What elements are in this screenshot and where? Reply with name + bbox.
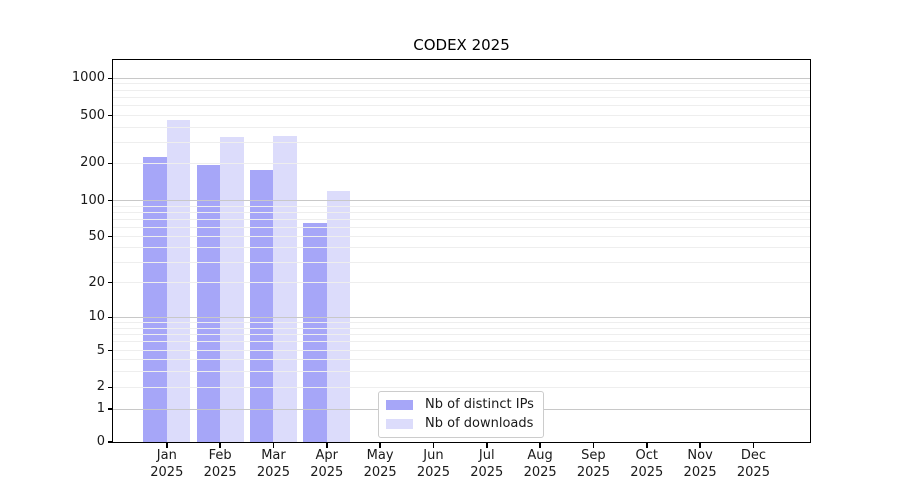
bar-downloads-mar <box>273 136 297 442</box>
x-tick-label: Dec 2025 <box>736 448 770 480</box>
x-tick-label: Sep 2025 <box>576 448 610 480</box>
y-tick-label: 500 <box>80 107 105 123</box>
x-tick-mark <box>379 443 381 448</box>
y-tick-label: 200 <box>80 155 105 171</box>
bar-downloads-jan <box>166 120 191 442</box>
y-tick-mark <box>107 281 113 284</box>
gridline-minor <box>113 205 811 207</box>
legend-item-downloads: Nb of downloads <box>386 416 536 432</box>
gridline-minor <box>113 261 811 263</box>
y-tick-mark <box>107 162 113 165</box>
y-tick-mark <box>107 77 113 80</box>
x-tick-mark <box>699 443 701 448</box>
y-tick-mark <box>107 408 113 410</box>
y-tick-label: 1 <box>96 401 105 416</box>
x-tick-label: Jan 2025 <box>150 448 184 480</box>
x-tick-label: May 2025 <box>363 448 397 480</box>
x-tick-mark <box>326 443 328 448</box>
gridline-minor <box>113 341 811 343</box>
gridline-minor <box>113 105 811 107</box>
legend: Nb of distinct IPs Nb of downloads <box>378 391 544 438</box>
gridline-major <box>113 316 811 318</box>
gridline-minor <box>113 350 811 352</box>
gridline-minor <box>113 162 811 164</box>
gridline-minor <box>113 247 811 249</box>
gridline-minor <box>113 126 811 128</box>
x-tick-label: Mar 2025 <box>256 448 290 480</box>
gridline-minor <box>113 83 811 85</box>
x-tick-mark <box>486 443 488 448</box>
gridline-minor <box>113 327 811 329</box>
bar-downloads-feb <box>220 136 244 442</box>
legend-label: Nb of distinct IPs <box>425 397 534 412</box>
gridline-minor <box>113 386 811 388</box>
x-tick-mark <box>752 443 755 448</box>
x-tick-label: Aug 2025 <box>523 448 557 480</box>
y-tick-label: 5 <box>96 342 105 358</box>
gridline-minor <box>113 321 811 323</box>
x-tick-mark <box>166 443 168 448</box>
bar-downloads-apr <box>326 190 351 442</box>
x-tick-label: Oct 2025 <box>630 448 664 480</box>
y-tick-label: 20 <box>88 274 105 290</box>
y-tick-mark <box>107 199 113 202</box>
x-tick-mark <box>272 443 275 448</box>
gridline-minor <box>113 218 811 220</box>
legend-swatch-downloads <box>386 419 413 429</box>
legend-item-distinct-ips: Nb of distinct IPs <box>386 397 536 413</box>
chart-title: CODEX 2025 <box>413 36 510 54</box>
x-tick-mark <box>432 443 435 448</box>
gridline-minor <box>113 97 811 99</box>
gridline-major <box>113 200 811 202</box>
gridline-minor <box>113 370 811 372</box>
y-tick-label: 10 <box>88 309 105 325</box>
x-tick-label: Nov 2025 <box>683 448 717 480</box>
gridline-minor <box>113 236 811 238</box>
y-tick-mark <box>107 386 113 389</box>
gridline-minor <box>113 211 811 213</box>
y-tick-label: 2 <box>96 379 105 395</box>
y-tick-mark <box>107 235 113 238</box>
y-tick-label: 100 <box>80 192 105 208</box>
y-tick-mark <box>107 349 113 352</box>
legend-swatch-distinct-ips <box>386 400 413 410</box>
y-tick-mark <box>107 441 113 443</box>
legend-label: Nb of downloads <box>425 416 534 431</box>
gridline-minor <box>113 333 811 335</box>
gridline-major <box>113 77 811 79</box>
x-tick-label: Apr 2025 <box>310 448 344 480</box>
x-tick-mark <box>219 443 221 448</box>
y-tick-label: 50 <box>88 228 105 244</box>
bar-distinct-ips-feb <box>196 164 221 442</box>
gridline-minor <box>113 141 811 143</box>
x-tick-mark <box>539 443 541 448</box>
y-tick-mark <box>107 114 113 117</box>
gridline-minor <box>113 226 811 228</box>
y-tick-label: 0 <box>96 434 105 449</box>
x-tick-label: Jul 2025 <box>470 448 504 480</box>
bar-distinct-ips-mar <box>249 169 274 442</box>
x-tick-label: Jun 2025 <box>416 448 450 480</box>
gridline-minor <box>113 282 811 284</box>
gridline-minor <box>113 115 811 117</box>
x-tick-mark <box>592 443 595 448</box>
x-tick-mark <box>646 443 648 448</box>
x-tick-label: Feb 2025 <box>203 448 237 480</box>
gridline-minor <box>113 89 811 91</box>
y-tick-mark <box>107 316 113 319</box>
y-tick-label: 1000 <box>71 70 105 86</box>
gridline-minor <box>113 359 811 361</box>
